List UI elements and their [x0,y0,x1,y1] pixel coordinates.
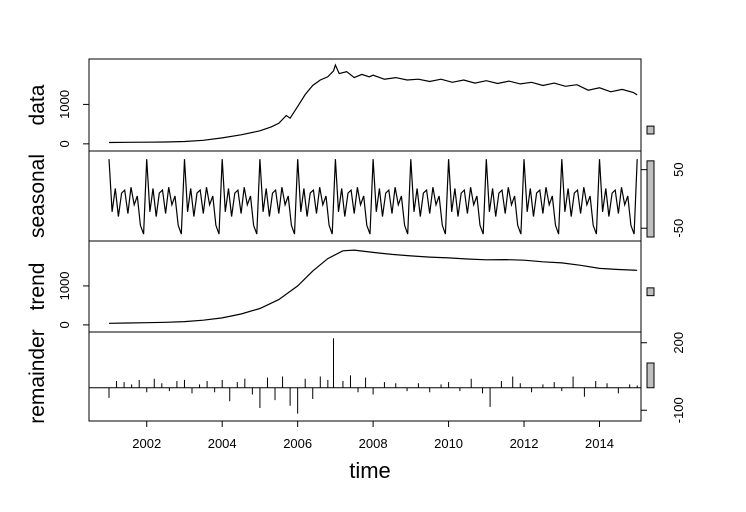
panel-frame-seasonal [88,150,642,242]
series-layer [89,63,641,414]
panel-label-seasonal: seasonal [26,154,49,238]
panel-label-remainder: remainder [26,329,49,424]
range-bar-remainder [646,362,655,389]
range-bar-data [646,125,655,135]
series-line-trend [108,249,638,324]
panel-frames [88,58,642,422]
ytick-label-trend-1: 1000 [57,271,72,300]
x-axis: 2002 2004 2006 2008 2010 2012 2014 [132,421,614,451]
series-line-seasonal [108,159,638,235]
ytick-label-remainder-1: 200 [671,332,686,354]
ytick-label-remainder-0: -100 [671,397,686,423]
ytick-label-data-0: 0 [57,140,72,147]
xtick-label-5: 2012 [510,436,539,451]
y-axes: 0 1000 data -50 50 seasonal 0 1000 trend -100 200 r… [26,84,686,424]
xtick-label-3: 2008 [359,436,388,451]
xtick-label-4: 2010 [434,436,463,451]
series-line-data [108,63,638,144]
ytick-label-data-1: 1000 [57,90,72,119]
panel-frame-data [88,58,642,152]
range-bars [646,125,655,389]
range-bar-seasonal [646,160,655,238]
panel-frame-trend [88,240,642,333]
range-bar-trend [646,287,655,297]
ytick-label-trend-0: 0 [57,321,72,328]
panel-frame-remainder [88,331,642,422]
xtick-label-6: 2014 [585,436,614,451]
ytick-label-seasonal-1: 50 [671,162,686,176]
ytick-label-seasonal-0: -50 [671,219,686,238]
xtick-label-0: 2002 [132,436,161,451]
panel-label-trend: trend [26,263,49,311]
xtick-label-2: 2006 [283,436,312,451]
xtick-label-1: 2004 [208,436,237,451]
panel-label-data: data [26,84,49,125]
x-axis-label: time [349,458,391,483]
